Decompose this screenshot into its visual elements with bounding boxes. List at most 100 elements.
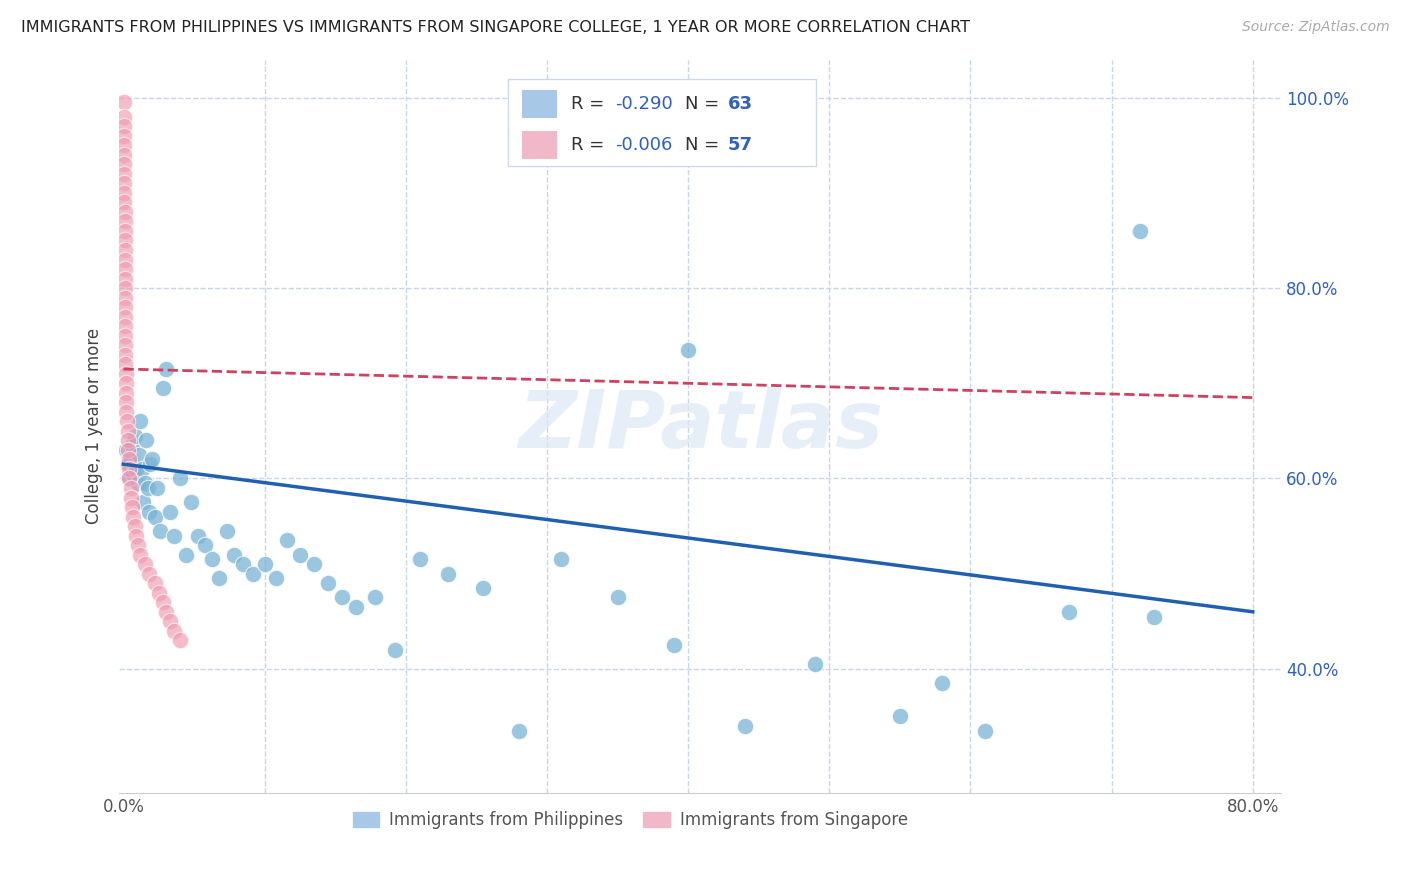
Point [152, 595, 174, 609]
Text: IMMIGRANTS FROM PHILIPPINES VS IMMIGRANTS FROM SINGAPORE COLLEGE, 1 YEAR OR MORE: IMMIGRANTS FROM PHILIPPINES VS IMMIGRANT… [21, 20, 970, 35]
Point [112, 167, 135, 181]
Point [128, 448, 150, 462]
FancyBboxPatch shape [509, 79, 817, 166]
Point [180, 495, 202, 509]
Point [138, 566, 160, 581]
Point [169, 633, 191, 648]
Point [114, 214, 136, 228]
Point [112, 138, 135, 153]
Point [1129, 224, 1152, 238]
Point [125, 462, 148, 476]
Point [253, 557, 276, 571]
Point [437, 566, 460, 581]
Point [124, 428, 146, 442]
Point [508, 723, 530, 738]
Point [288, 548, 311, 562]
Point [131, 462, 153, 476]
Point [127, 476, 149, 491]
Point [201, 552, 224, 566]
Text: R =: R = [571, 136, 610, 154]
Text: -0.006: -0.006 [616, 136, 672, 154]
Point [124, 519, 146, 533]
Point [159, 505, 181, 519]
Point [316, 576, 339, 591]
Point [141, 452, 163, 467]
Point [676, 343, 699, 357]
Text: 57: 57 [728, 136, 754, 154]
Point [163, 624, 186, 638]
Point [804, 657, 827, 672]
Point [174, 548, 197, 562]
Point [135, 434, 157, 448]
Point [1057, 605, 1080, 619]
Point [115, 442, 138, 457]
Point [115, 414, 138, 428]
Point [232, 557, 254, 571]
Point [114, 252, 136, 267]
Point [120, 491, 142, 505]
Point [169, 471, 191, 485]
Point [134, 557, 156, 571]
FancyBboxPatch shape [523, 131, 557, 159]
Point [114, 328, 136, 343]
Point [550, 552, 572, 566]
Point [120, 452, 142, 467]
Point [146, 481, 169, 495]
Y-axis label: College, 1 year or more: College, 1 year or more [86, 328, 103, 524]
Point [112, 120, 135, 134]
Point [118, 471, 141, 485]
Point [973, 723, 995, 738]
Point [121, 500, 143, 514]
Point [118, 462, 141, 476]
Point [114, 234, 136, 248]
Point [114, 300, 136, 314]
Text: R =: R = [571, 95, 610, 113]
Point [125, 528, 148, 542]
Point [384, 643, 406, 657]
Point [114, 319, 136, 334]
Point [118, 452, 141, 467]
Point [194, 538, 217, 552]
Point [114, 357, 136, 371]
Text: ZIPatlas: ZIPatlas [517, 387, 883, 465]
Point [114, 291, 136, 305]
Point [118, 471, 141, 485]
Point [114, 281, 136, 295]
Point [330, 591, 353, 605]
Point [143, 576, 166, 591]
Text: N =: N = [685, 95, 725, 113]
Point [364, 591, 387, 605]
Point [112, 95, 135, 110]
Point [114, 243, 136, 257]
Text: -0.290: -0.290 [616, 95, 673, 113]
Point [889, 709, 911, 723]
Point [264, 571, 287, 585]
Point [606, 591, 628, 605]
Point [242, 566, 264, 581]
Text: N =: N = [685, 136, 725, 154]
Point [409, 552, 432, 566]
Point [114, 338, 136, 352]
FancyBboxPatch shape [523, 90, 557, 119]
Point [114, 186, 136, 200]
Point [122, 467, 145, 481]
Point [115, 405, 138, 419]
Point [1143, 609, 1166, 624]
Point [134, 476, 156, 491]
Point [472, 581, 495, 595]
Point [115, 385, 138, 400]
Point [127, 538, 149, 552]
Point [152, 381, 174, 395]
Point [222, 548, 245, 562]
Point [115, 395, 138, 409]
Point [143, 509, 166, 524]
Point [132, 495, 155, 509]
Point [215, 524, 238, 538]
Text: Source: ZipAtlas.com: Source: ZipAtlas.com [1241, 20, 1389, 34]
Point [163, 528, 186, 542]
Legend: Immigrants from Philippines, Immigrants from Singapore: Immigrants from Philippines, Immigrants … [346, 805, 915, 836]
Point [159, 615, 181, 629]
Point [117, 424, 139, 438]
Point [112, 110, 135, 124]
Point [114, 376, 136, 391]
